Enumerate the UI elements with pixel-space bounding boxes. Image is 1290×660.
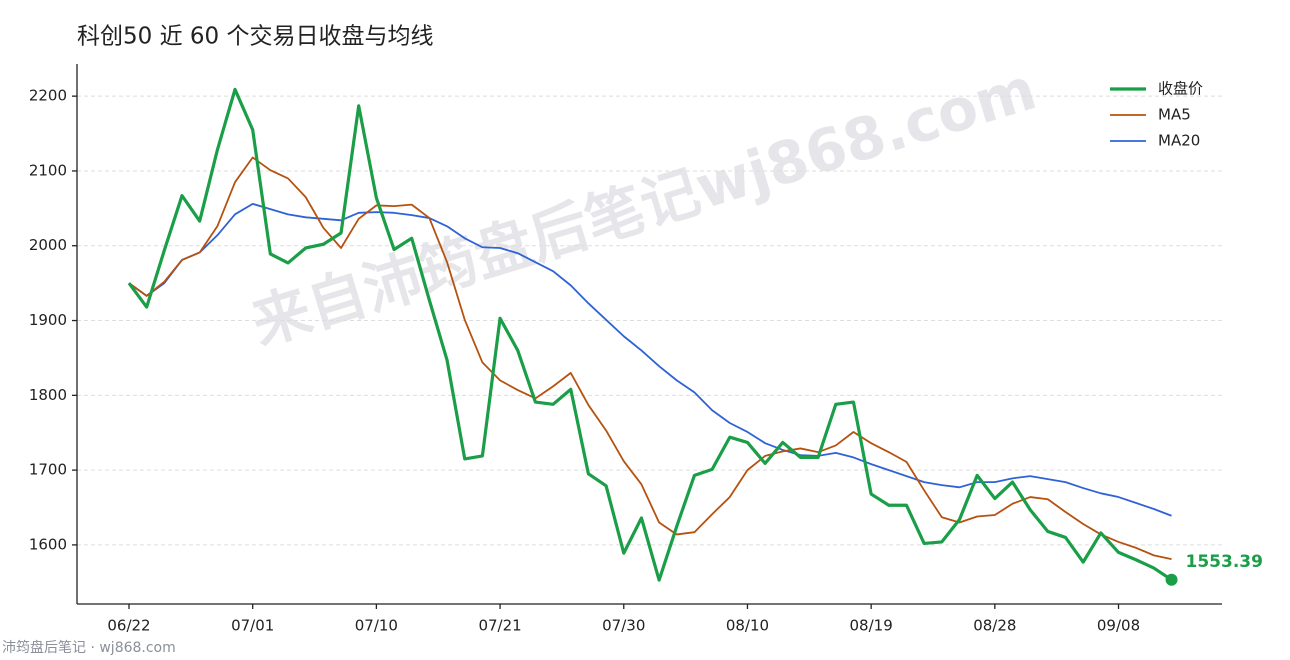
x-tick-label: 08/19: [850, 617, 893, 635]
y-tick-label: 2100: [29, 161, 67, 179]
end-label: 1553.39: [1186, 552, 1263, 572]
y-tick-label: 1700: [29, 461, 67, 479]
series-line: [128, 156, 1172, 561]
series-line: [127, 87, 1173, 582]
x-tick-label: 07/01: [231, 617, 274, 635]
x-tick-label: 07/30: [602, 617, 645, 635]
legend-label: MA5: [1158, 106, 1191, 124]
series-line: [128, 202, 1172, 517]
x-tick-label: 06/22: [107, 617, 150, 635]
x-tick-label: 08/28: [973, 617, 1016, 635]
chart-title: 科创50 近 60 个交易日收盘与均线: [77, 24, 433, 50]
x-tick-label: 07/10: [355, 617, 398, 635]
end-point: [1165, 573, 1178, 586]
legend-label: MA20: [1158, 132, 1200, 150]
y-tick-label: 1900: [29, 311, 67, 329]
watermark: 来自沛筠盘后笔记wj868.com: [244, 55, 1043, 358]
legend-label: 收盘价: [1158, 80, 1203, 98]
y-tick-label: 1600: [29, 535, 67, 553]
y-tick-label: 2000: [29, 236, 67, 254]
y-tick-label: 1800: [29, 386, 67, 404]
y-tick-label: 2200: [29, 87, 67, 105]
x-tick-label: 07/21: [478, 617, 521, 635]
footer: 沛筠盘后笔记 · wj868.com: [2, 639, 176, 656]
x-tick-label: 08/10: [726, 617, 769, 635]
x-tick-label: 09/08: [1097, 617, 1140, 635]
